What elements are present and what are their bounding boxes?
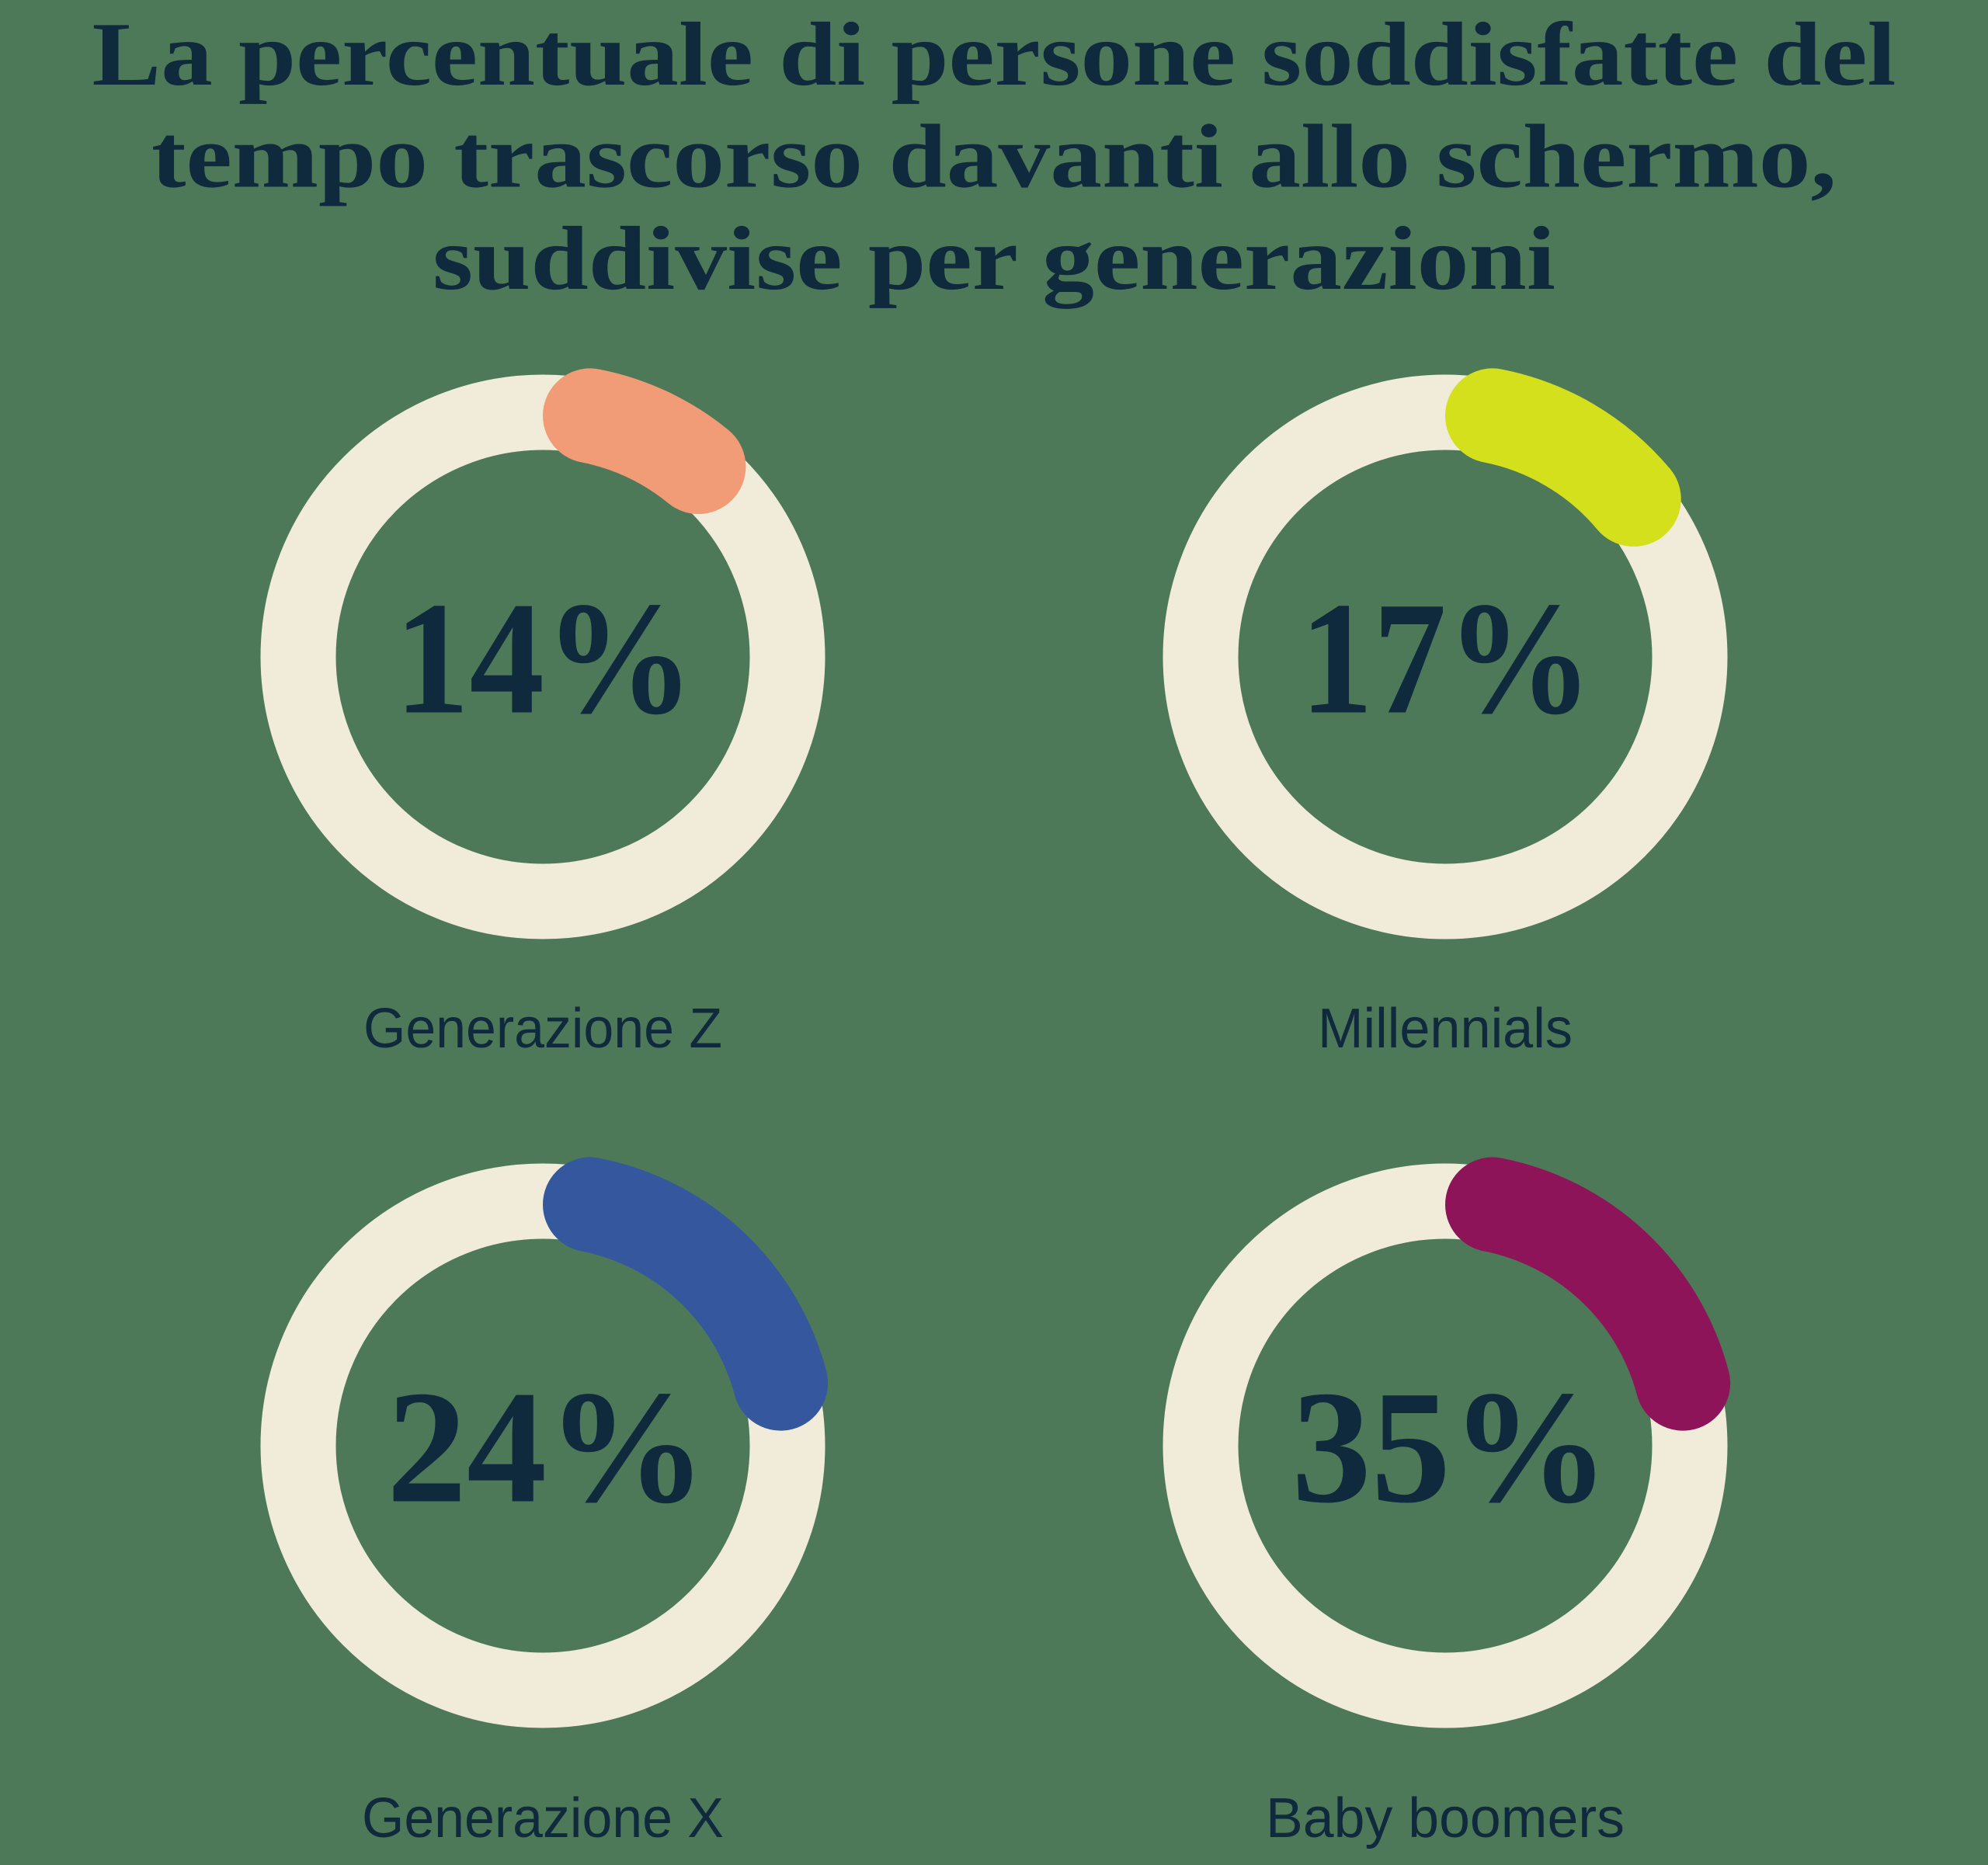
svg-text:24%: 24% [387,1358,707,1537]
svg-text:suddivise per generazioni: suddivise per generazioni [433,209,1555,309]
svg-text:17%: 17% [1300,569,1593,748]
svg-text:Baby boomers: Baby boomers [1266,1787,1625,1849]
svg-text:35%: 35% [1292,1358,1610,1537]
svg-text:Millennials: Millennials [1318,998,1573,1060]
svg-text:tempo trascorso davanti allo s: tempo trascorso davanti allo schermo, [151,107,1837,207]
svg-text:Generazione Z: Generazione Z [363,998,722,1060]
svg-text:La percentuale di persone sodd: La percentuale di persone soddisfatte de… [92,5,1896,105]
svg-text:14%: 14% [394,569,694,748]
svg-text:Generazione X: Generazione X [362,1787,724,1849]
